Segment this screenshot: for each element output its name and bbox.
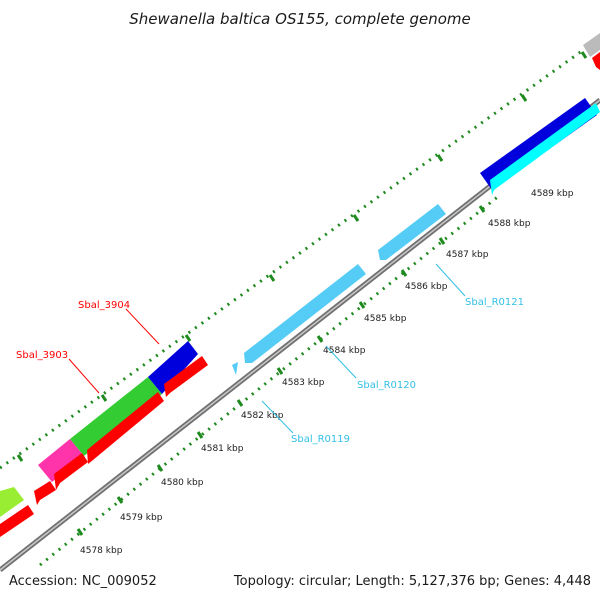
gene-red[interactable] (164, 356, 208, 397)
gene-label-sbal-r0120[interactable]: Sbal_R0120 (357, 380, 416, 391)
gene-red[interactable] (87, 392, 164, 464)
tick-label: 4586 kbp (405, 282, 448, 292)
tick-labels: 4578 kbp 4579 kbp 4580 kbp 4581 kbp 4582… (80, 189, 574, 556)
tick-label: 4587 kbp (446, 250, 489, 260)
gene-label-sbal-3904[interactable]: Sbal_3904 (78, 300, 130, 311)
gene-red[interactable] (592, 52, 600, 70)
gene-sbal-3903[interactable] (70, 377, 162, 456)
tick-label: 4580 kbp (161, 478, 204, 488)
gene-label-sbal-r0121[interactable]: Sbal_R0121 (465, 297, 524, 308)
topology-text: Topology: circular; Length: 5,127,376 bp… (233, 574, 591, 589)
tick-label: 4589 kbp (531, 189, 574, 199)
gene-grey[interactable] (583, 33, 600, 57)
map-title: Shewanella baltica OS155, complete genom… (129, 10, 470, 28)
rna-sbal-r0119[interactable] (232, 362, 238, 375)
gene-red[interactable] (0, 505, 34, 537)
tick-label: 4578 kbp (80, 546, 123, 556)
rna-features (232, 204, 446, 375)
gene-red[interactable] (34, 481, 56, 505)
rna-sbal-r0121[interactable] (378, 204, 446, 260)
inner-tick-ring (39, 193, 501, 567)
rna-sbal-r0120[interactable] (244, 264, 366, 363)
gene-labels: Sbal_3904 Sbal_3903 Sbal_R0121 Sbal_R012… (16, 297, 524, 445)
outer-tick-ring (0, 36, 600, 470)
tick-label: 4581 kbp (201, 444, 244, 454)
tick-label: 4584 kbp (323, 346, 366, 356)
gene-lime[interactable] (0, 487, 24, 517)
gene-red[interactable] (54, 453, 88, 490)
gene-label-sbal-r0119[interactable]: Sbal_R0119 (291, 434, 350, 445)
tick-label: 4579 kbp (120, 513, 163, 523)
leader-lines (68, 263, 466, 434)
accession-text: Accession: NC_009052 (9, 574, 157, 589)
gene-label-sbal-3903[interactable]: Sbal_3903 (16, 350, 68, 361)
gene-magenta[interactable] (38, 439, 84, 482)
tick-label: 4585 kbp (364, 314, 407, 324)
tick-label: 4588 kbp (488, 219, 531, 229)
gene-sbal-3904[interactable] (148, 341, 198, 394)
tick-label: 4582 kbp (241, 411, 284, 421)
reverse-strand-genes (0, 52, 600, 537)
gene-cyan[interactable] (490, 103, 600, 195)
tick-label: 4583 kbp (282, 378, 325, 388)
